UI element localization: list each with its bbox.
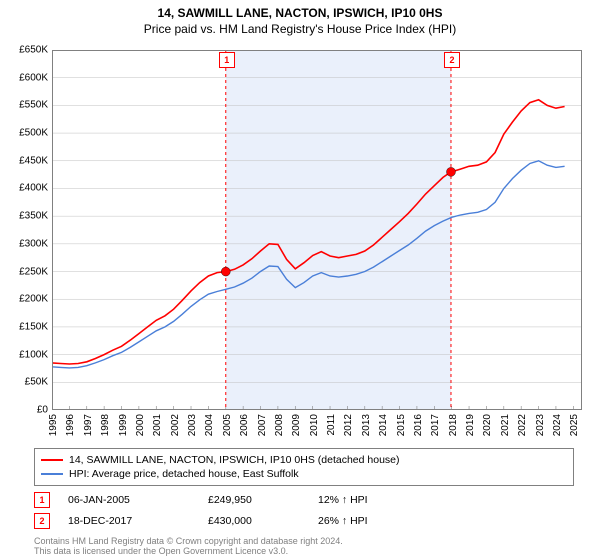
legend: 14, SAWMILL LANE, NACTON, IPSWICH, IP10 … [34,448,574,486]
y-tick-label: £450K [19,155,48,166]
x-tick-label: 2021 [500,414,511,436]
y-tick-label: £350K [19,211,48,222]
x-tick-label: 2014 [378,414,389,436]
y-tick-label: £600K [19,72,48,83]
x-tick-label: 2003 [187,414,198,436]
x-tick-label: 2024 [552,414,563,436]
x-tick-label: 1997 [83,414,94,436]
sale-delta-2: 26% ↑ HPI [318,515,438,527]
legend-item-1: 14, SAWMILL LANE, NACTON, IPSWICH, IP10 … [41,453,567,467]
x-tick-label: 2011 [326,414,337,436]
y-tick-label: £0 [37,405,48,416]
title-line-2: Price paid vs. HM Land Registry's House … [0,22,600,36]
x-tick-label: 2016 [413,414,424,436]
x-tick-label: 2020 [482,414,493,436]
x-tick-label: 2018 [448,414,459,436]
y-tick-label: £400K [19,183,48,194]
x-tick-label: 2002 [170,414,181,436]
x-tick-label: 2017 [430,414,441,436]
x-tick-label: 2000 [135,414,146,436]
title-line-1: 14, SAWMILL LANE, NACTON, IPSWICH, IP10 … [0,6,600,20]
y-tick-label: £200K [19,294,48,305]
sale-date-1: 06-JAN-2005 [68,494,208,506]
sale-price-2: £430,000 [208,515,318,527]
footer-line-1: Contains HM Land Registry data © Crown c… [34,536,343,546]
x-tick-label: 2005 [222,414,233,436]
sale-marker-1: 1 [34,492,50,508]
y-tick-label: £550K [19,100,48,111]
legend-swatch-1 [41,459,63,461]
sale-row-1: 1 06-JAN-2005 £249,950 12% ↑ HPI [34,492,438,508]
x-tick-label: 2025 [569,414,580,436]
x-tick-label: 2013 [361,414,372,436]
legend-item-2: HPI: Average price, detached house, East… [41,467,567,481]
chart-title: 14, SAWMILL LANE, NACTON, IPSWICH, IP10 … [0,0,600,36]
y-tick-label: £100K [19,349,48,360]
y-tick-label: £300K [19,238,48,249]
sale-price-1: £249,950 [208,494,318,506]
y-tick-label: £650K [19,45,48,56]
x-tick-label: 2007 [257,414,268,436]
sale-date-2: 18-DEC-2017 [68,515,208,527]
sale-row-2: 2 18-DEC-2017 £430,000 26% ↑ HPI [34,513,438,529]
sale-marker-2: 2 [34,513,50,529]
footer-line-2: This data is licensed under the Open Gov… [34,546,343,556]
x-tick-label: 2006 [239,414,250,436]
x-tick-label: 1998 [100,414,111,436]
x-tick-label: 2001 [152,414,163,436]
x-tick-label: 2009 [291,414,302,436]
chart-marker-label: 1 [219,52,235,68]
x-tick-label: 2023 [535,414,546,436]
x-tick-label: 1995 [48,414,59,436]
x-tick-label: 2022 [517,414,528,436]
chart-marker-label: 2 [444,52,460,68]
legend-label-1: 14, SAWMILL LANE, NACTON, IPSWICH, IP10 … [69,454,400,466]
y-tick-label: £150K [19,321,48,332]
x-tick-label: 2010 [309,414,320,436]
x-tick-label: 2015 [396,414,407,436]
sale-delta-1: 12% ↑ HPI [318,494,438,506]
x-tick-label: 2012 [343,414,354,436]
legend-label-2: HPI: Average price, detached house, East… [69,468,299,480]
y-tick-label: £50K [25,377,48,388]
x-tick-label: 2004 [204,414,215,436]
chart-plot-area [52,50,582,410]
x-tick-label: 2019 [465,414,476,436]
x-tick-label: 1999 [118,414,129,436]
x-tick-label: 1996 [65,414,76,436]
y-tick-label: £250K [19,266,48,277]
plot-border [52,50,582,410]
legend-swatch-2 [41,473,63,475]
y-tick-label: £500K [19,128,48,139]
x-tick-label: 2008 [274,414,285,436]
footer-attribution: Contains HM Land Registry data © Crown c… [34,536,343,557]
